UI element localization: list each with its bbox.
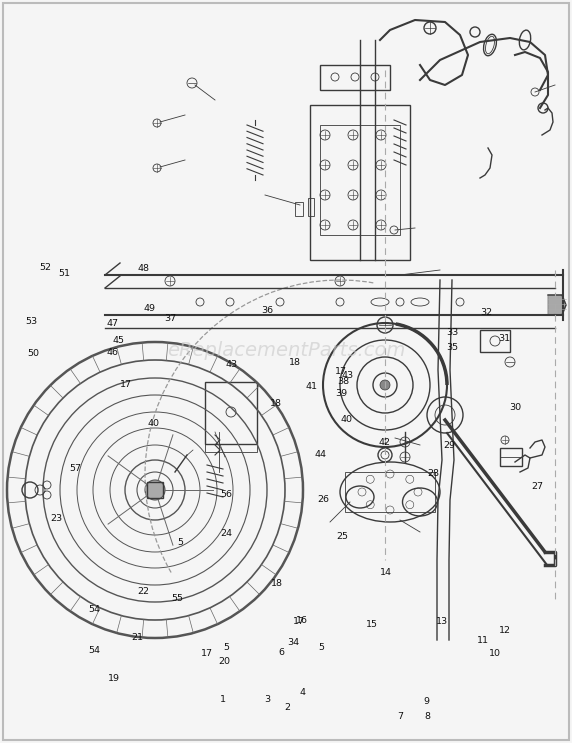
Text: 56: 56	[220, 490, 232, 499]
Text: 36: 36	[261, 306, 274, 315]
Text: 12: 12	[499, 626, 510, 635]
Text: 50: 50	[27, 349, 39, 358]
Text: 33: 33	[446, 328, 458, 337]
Text: 16: 16	[296, 616, 307, 625]
Text: 19: 19	[109, 674, 120, 683]
Bar	[480, 330, 510, 352]
Text: 54: 54	[89, 605, 100, 614]
Text: 47: 47	[106, 319, 118, 328]
Text: 45: 45	[113, 336, 125, 345]
Text: 49: 49	[144, 304, 156, 313]
Bar	[205, 444, 257, 452]
Text: 43: 43	[341, 371, 354, 380]
Bar	[310, 105, 410, 260]
Text: 54: 54	[89, 646, 100, 655]
Text: 5: 5	[223, 643, 229, 652]
Text: 17: 17	[293, 617, 304, 626]
Text: 32: 32	[480, 308, 492, 317]
Text: 17: 17	[201, 649, 213, 658]
Text: 13: 13	[435, 617, 448, 626]
Text: 37: 37	[164, 314, 177, 322]
Text: 38: 38	[337, 377, 349, 386]
Text: 18: 18	[271, 399, 282, 408]
Text: 40: 40	[340, 415, 352, 424]
Text: 39: 39	[335, 389, 347, 398]
Text: 31: 31	[498, 334, 511, 343]
Text: 34: 34	[287, 638, 299, 647]
Text: 41: 41	[306, 382, 317, 391]
Text: 9: 9	[423, 697, 429, 706]
Text: 57: 57	[70, 464, 81, 473]
Text: 15: 15	[366, 620, 378, 629]
Bar	[320, 65, 390, 90]
Text: 29: 29	[443, 441, 455, 450]
Text: 28: 28	[428, 469, 439, 478]
Bar	[147, 482, 163, 498]
Text: 14: 14	[380, 568, 391, 577]
Text: 6: 6	[279, 648, 284, 657]
Text: 44: 44	[315, 450, 326, 459]
Text: 5: 5	[319, 643, 324, 652]
Text: 3: 3	[265, 695, 271, 704]
Text: 27: 27	[532, 482, 543, 491]
Circle shape	[380, 380, 390, 390]
Text: eReplacementParts.com: eReplacementParts.com	[167, 340, 405, 360]
Text: 55: 55	[172, 594, 183, 603]
Text: 40: 40	[148, 419, 159, 428]
Text: 25: 25	[336, 532, 348, 541]
Text: 11: 11	[478, 636, 489, 645]
Text: 21: 21	[132, 633, 143, 642]
Text: 17: 17	[120, 380, 132, 389]
Bar	[500, 448, 522, 466]
Text: 4: 4	[299, 688, 305, 697]
Bar	[295, 202, 303, 216]
Text: 46: 46	[106, 348, 118, 357]
Polygon shape	[548, 295, 566, 315]
Text: 23: 23	[50, 514, 62, 523]
Text: 17: 17	[335, 367, 347, 376]
Text: 7: 7	[398, 712, 403, 721]
Text: 53: 53	[25, 317, 38, 326]
Text: 35: 35	[446, 343, 458, 352]
Text: 18: 18	[289, 358, 300, 367]
Circle shape	[145, 480, 165, 500]
Text: 5: 5	[178, 538, 184, 547]
Text: 8: 8	[425, 712, 431, 721]
Text: 2: 2	[285, 703, 291, 712]
Bar	[345, 472, 435, 512]
Text: 42: 42	[379, 438, 390, 447]
Text: 30: 30	[509, 403, 521, 412]
Text: 18: 18	[272, 579, 283, 588]
Text: 43: 43	[225, 360, 238, 369]
Text: 52: 52	[39, 263, 51, 272]
Text: 1: 1	[220, 695, 226, 704]
Text: 26: 26	[317, 495, 329, 504]
Text: 10: 10	[489, 649, 500, 658]
Text: 24: 24	[220, 529, 232, 538]
Bar	[320, 125, 400, 235]
Text: 22: 22	[137, 587, 149, 596]
Text: 20: 20	[219, 657, 230, 666]
Bar	[308, 198, 314, 216]
Bar	[205, 382, 257, 444]
Text: 48: 48	[137, 265, 149, 273]
Text: 51: 51	[58, 269, 70, 278]
